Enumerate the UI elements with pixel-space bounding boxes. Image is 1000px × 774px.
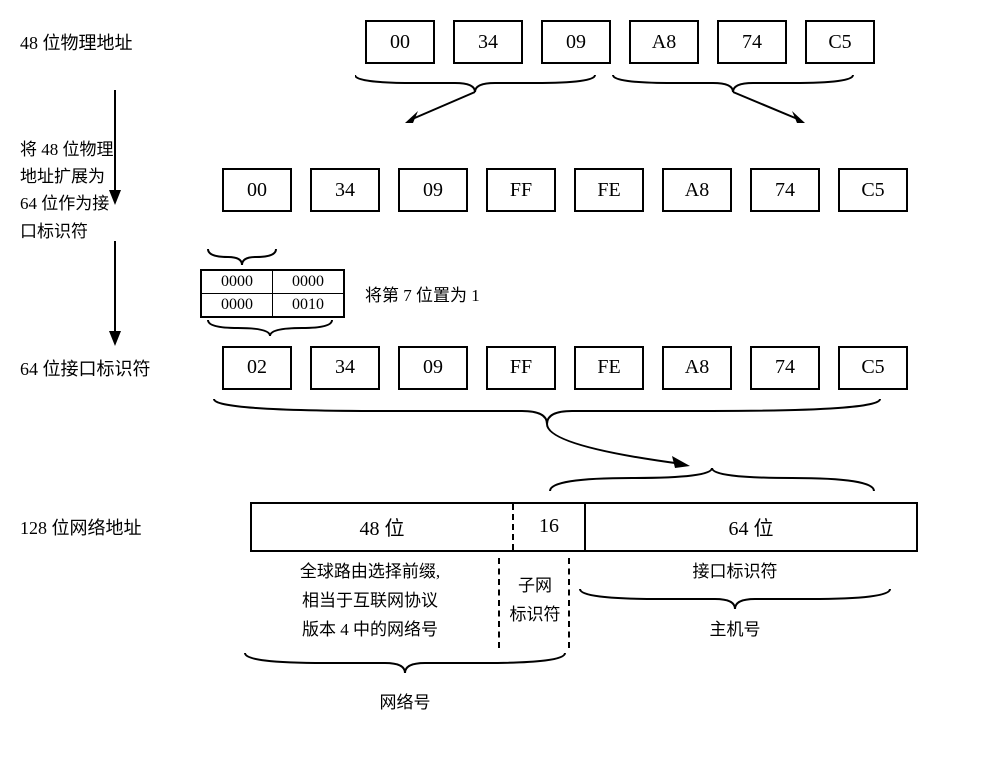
bit-cell: 0000	[273, 270, 345, 294]
byte-box: FE	[574, 168, 644, 212]
label-128bit: 128 位网络地址	[20, 514, 210, 540]
note-subnet: 子网 标识符	[500, 558, 570, 630]
bit-cell: 0000	[201, 270, 273, 294]
expanded-bytes: 00 34 09 FF FE A8 74 C5	[222, 168, 908, 212]
byte-box: C5	[805, 20, 875, 64]
row-64bit-expanded: 将 48 位物理 地址扩展为 64 位作为接 口标识符 00 34 09 FF …	[20, 136, 980, 245]
byte-box: 09	[398, 168, 468, 212]
bit7-label: 将第 7 位置为 1	[365, 281, 480, 306]
byte-box: A8	[662, 346, 732, 390]
row-48bit-mac: 48 位物理地址 00 34 09 A8 74 C5	[20, 20, 980, 64]
network-label-row: 网络号	[20, 689, 980, 718]
byte-box: 09	[398, 346, 468, 390]
network-brace	[240, 651, 580, 691]
bit-table: 0000 0000 0000 0010	[200, 269, 345, 318]
bit-cell: 0000	[201, 293, 273, 317]
label-48bit: 48 位物理地址	[20, 29, 210, 55]
byte-box: A8	[629, 20, 699, 64]
note-network: 网络号	[240, 689, 570, 718]
byte-box: 34	[453, 20, 523, 64]
grouping-braces	[355, 70, 875, 130]
byte-box: 74	[750, 346, 820, 390]
byte-box: 00	[365, 20, 435, 64]
byte-box: FE	[574, 346, 644, 390]
seg-48: 48 位	[252, 504, 514, 550]
byte-box: 02	[222, 346, 292, 390]
byte-box: 34	[310, 346, 380, 390]
network-brace-row	[20, 651, 980, 691]
brace-row3-to-row4	[20, 396, 980, 496]
bit-expansion-row: 0000 0000 0000 0010 将第 7 位置为 1	[20, 251, 980, 318]
note-iface: 接口标识符	[570, 558, 900, 587]
byte-box: C5	[838, 346, 908, 390]
byte-box: FF	[486, 168, 556, 212]
byte-box: 00	[222, 168, 292, 212]
byte-box: 09	[541, 20, 611, 64]
brace-row1-to-row2	[20, 70, 980, 130]
note-prefix: 全球路由选择前缀, 相当于互联网协议 版本 4 中的网络号	[240, 558, 500, 645]
row-128bit: 128 位网络地址 48 位 16 64 位	[20, 502, 980, 552]
row-64bit-ifid: 64 位接口标识符 02 34 09 FF FE A8 74 C5	[20, 346, 980, 390]
ifid-brace-arrow	[212, 396, 912, 496]
seg-16: 16	[514, 504, 586, 550]
byte-box: FF	[486, 346, 556, 390]
byte-box: A8	[662, 168, 732, 212]
mac-bytes: 00 34 09 A8 74 C5	[365, 20, 875, 64]
seg-64: 64 位	[586, 504, 916, 550]
byte-box: C5	[838, 168, 908, 212]
notes-row: 全球路由选择前缀, 相当于互联网协议 版本 4 中的网络号 子网 标识符 接口标…	[20, 558, 980, 645]
byte-box: 74	[750, 168, 820, 212]
label-ifid: 64 位接口标识符	[20, 355, 210, 381]
byte-box: 34	[310, 168, 380, 212]
byte-box: 74	[717, 20, 787, 64]
note-host: 主机号	[570, 616, 900, 645]
bit-cell: 0010	[273, 293, 345, 317]
addr-block: 48 位 16 64 位	[250, 502, 918, 552]
ifid-bytes: 02 34 09 FF FE A8 74 C5	[222, 346, 908, 390]
